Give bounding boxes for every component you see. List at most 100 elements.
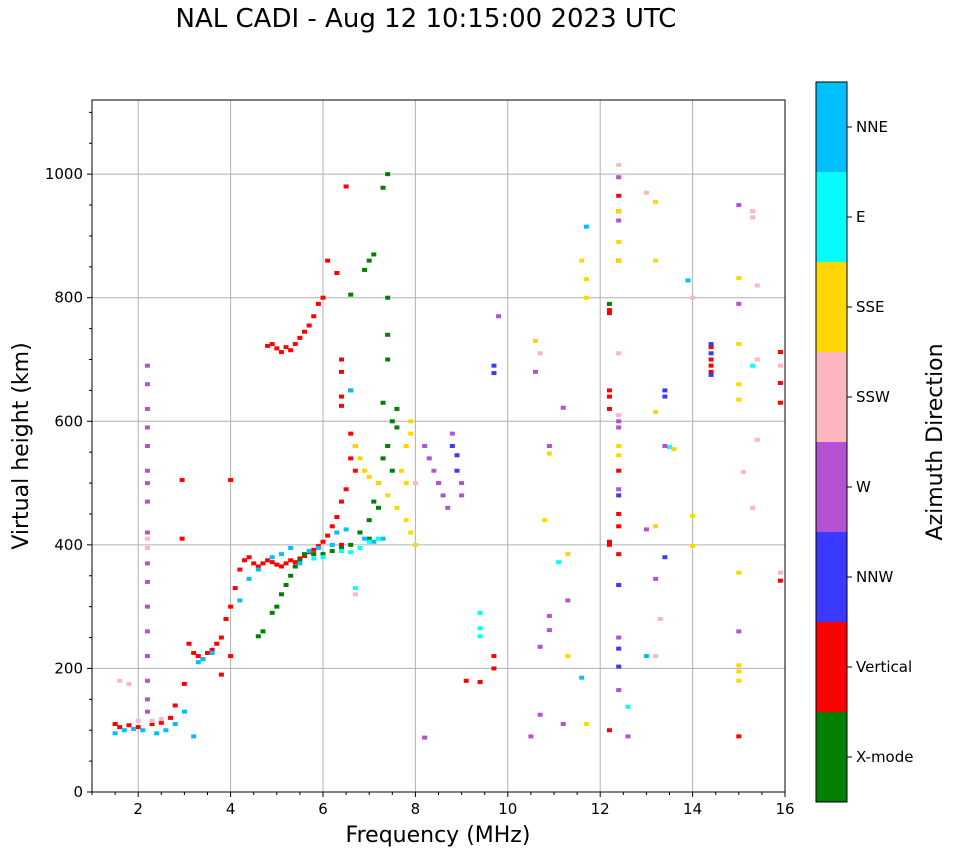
data-point-vertical [477,680,483,685]
data-point-w [144,561,150,566]
data-point-nne [200,657,206,662]
data-point-nne [329,542,335,547]
data-point-vertical [265,558,271,563]
data-point-vertical [306,323,312,328]
x-axis-label: Frequency (MHz) [346,823,531,848]
data-point-sse [736,663,742,668]
data-point-nnw [708,342,714,347]
data-point-ssw [149,718,155,723]
data-point-vertical [606,728,612,733]
data-point-vertical [274,346,280,351]
data-point-ssw [754,437,760,442]
data-point-nne [269,555,275,560]
data-point-vertical [606,388,612,393]
data-point-vertical [338,369,344,374]
data-point-w [144,425,150,430]
data-point-sse [394,505,400,510]
data-point-vertical [606,406,612,411]
chart-title: NAL CADI - Aug 12 10:15:00 2023 UTC [175,4,677,34]
colorbar-segment-ssw [816,352,847,442]
data-point-ssw [537,351,543,356]
x-tick-label: 2 [133,800,143,818]
data-point-vertical [334,271,340,275]
data-point-x-mode [385,332,391,337]
data-point-nne [154,731,160,736]
data-point-ssw [750,215,756,220]
data-point-sse [653,258,659,263]
data-point-vertical [223,617,229,621]
data-point-sse [412,542,418,547]
colorbar-tick-label: NNE [856,118,888,136]
data-point-w [426,456,432,461]
data-point-sse [583,295,589,300]
data-point-vertical [283,561,289,566]
data-point-vertical [278,350,284,355]
data-point-sse [671,447,677,452]
data-point-x-mode [371,499,377,504]
data-point-x-mode [389,468,395,473]
data-point-w [662,444,668,448]
data-point-w [528,734,534,739]
data-point-vertical [777,350,783,355]
data-point-vertical [343,184,349,189]
data-point-sse [579,258,585,263]
data-point-e [348,550,354,555]
data-point-sse [408,530,414,535]
data-point-x-mode [255,634,261,639]
data-point-vertical [491,666,497,671]
data-point-x-mode [283,583,289,588]
data-point-vertical [209,647,215,652]
data-point-nnw [454,453,460,458]
data-point-w [537,644,543,649]
data-point-nnw [616,646,622,651]
data-point-sse [533,338,539,343]
data-point-x-mode [385,357,391,362]
data-point-vertical [228,477,234,482]
data-point-w [533,369,539,374]
colorbar-tick-label: SSW [856,388,890,406]
data-point-x-mode [278,592,284,597]
data-point-nnw [491,363,497,368]
data-point-w [144,697,150,702]
data-point-vertical [616,524,622,529]
y-tick-label: 800 [54,289,83,307]
data-point-ssw [754,357,760,362]
data-point-ssw [616,351,622,356]
x-tick-label: 14 [683,800,702,818]
data-point-x-mode [269,610,275,615]
data-point-vertical [338,394,344,399]
data-point-vertical [288,348,294,353]
data-point-sse [403,481,409,486]
data-point-vertical [334,515,340,520]
data-point-x-mode [606,301,612,306]
data-point-vertical [302,329,308,334]
data-point-sse [736,382,742,387]
data-point-vertical [463,678,469,683]
y-tick-label: 400 [54,536,83,554]
data-point-nne [643,654,649,659]
data-point-vertical [606,394,612,399]
data-point-x-mode [311,552,317,557]
data-point-w [445,505,451,510]
data-point-vertical [117,725,123,730]
colorbar-tick-label: NNW [856,568,893,586]
data-point-vertical [338,357,344,362]
data-point-vertical [260,561,266,566]
data-point-x-mode [329,549,335,554]
data-point-sse [565,552,571,557]
data-point-vertical [228,604,234,609]
data-point-nne [246,576,252,581]
data-point-nnw [449,444,455,448]
data-point-w [736,203,742,208]
colorbar-segment-sse [816,262,847,352]
data-point-nne [191,734,197,739]
colorbar-tick-label: Vertical [856,658,912,676]
data-point-e [625,704,631,709]
data-point-sse [357,456,363,461]
data-point-vertical [606,308,612,313]
data-point-nne [583,224,589,229]
data-point-nne [172,722,178,727]
data-point-x-mode [288,573,294,578]
data-point-e [556,560,562,565]
